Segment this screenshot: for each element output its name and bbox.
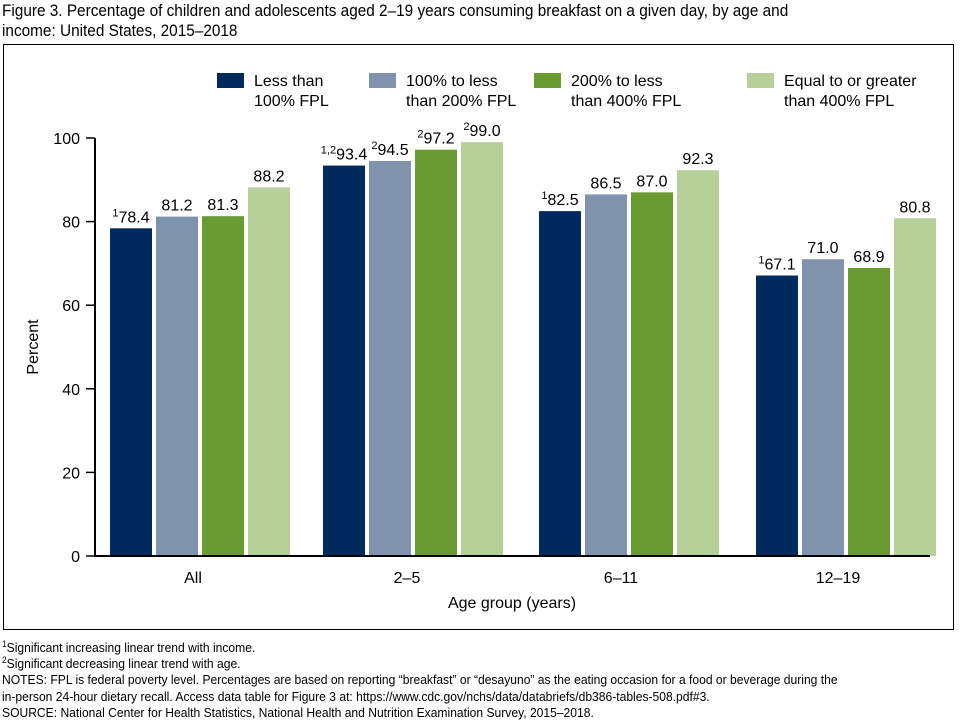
data-label: 92.3: [682, 151, 713, 168]
data-label-value: 67.1: [764, 257, 795, 274]
bars-layer: [110, 142, 936, 557]
data-label: 71.0: [807, 240, 838, 257]
x-axis-label: Age group (years): [448, 595, 576, 612]
x-tick-label: 12–19: [816, 570, 861, 587]
legend-item: Less than 100% FPL: [217, 73, 329, 110]
footnote-1: 1Significant increasing linear trend wit…: [2, 640, 932, 656]
data-label-superscript: 2: [463, 121, 469, 133]
legend-swatch: [747, 73, 774, 88]
bar: [323, 165, 365, 556]
y-tick-label: 100: [53, 131, 80, 148]
data-label: 297.2: [417, 129, 454, 148]
bar: [156, 216, 198, 557]
bar: [461, 142, 503, 556]
y-tick-label: 80: [62, 215, 80, 232]
bar: [110, 228, 152, 556]
chart-frame: [3, 44, 954, 630]
bar: [848, 267, 890, 556]
bar: [202, 216, 244, 556]
data-label: 299.0: [463, 121, 500, 140]
data-label-superscript: 2: [371, 140, 377, 152]
legend-label-line-2: than 400% FPL: [784, 93, 894, 110]
legend-label-line-1: 200% to less: [571, 73, 663, 90]
bar: [415, 149, 457, 557]
legend-label-line-2: 100% FPL: [254, 93, 329, 110]
legend-label-line-2: than 400% FPL: [571, 93, 681, 110]
data-label-superscript: 1: [541, 190, 547, 202]
data-label: 80.8: [899, 199, 930, 216]
footnote-2-marker: 2: [2, 655, 7, 666]
bar: [369, 160, 411, 557]
data-label-value: 99.0: [469, 123, 500, 140]
footnotes: 1Significant increasing linear trend wit…: [2, 640, 932, 721]
x-tick-label: 2–5: [394, 570, 421, 587]
legend-item: 200% to less than 400% FPL: [534, 73, 681, 110]
data-label: 81.2: [161, 198, 192, 215]
y-tick-label: 0: [71, 549, 80, 566]
data-label: 294.5: [371, 140, 408, 159]
data-label: 68.9: [853, 249, 884, 266]
bar: [585, 194, 627, 556]
legend-swatch: [217, 73, 244, 88]
data-label-value: 94.5: [377, 142, 408, 159]
x-tick-label: All: [184, 570, 202, 587]
notes-line-2: in-person 24-hour dietary recall. Access…: [2, 688, 710, 704]
bar: [677, 170, 719, 556]
legend-swatch: [369, 73, 396, 88]
footnote-2: 2Significant decreasing linear trend wit…: [2, 656, 932, 672]
bar: [631, 192, 673, 556]
bar: [248, 187, 290, 556]
figure-title-line-1: Figure 3. Percentage of children and ado…: [2, 2, 789, 20]
data-label-value: 78.4: [118, 209, 149, 226]
data-label: 182.5: [541, 190, 578, 209]
data-label: 178.4: [112, 207, 149, 226]
data-label: 167.1: [758, 255, 795, 274]
figure-title: Figure 3. Percentage of children and ado…: [2, 1, 886, 41]
y-tick-label: 20: [62, 465, 80, 482]
y-tick-label: 40: [62, 382, 80, 399]
data-label: 81.3: [207, 197, 238, 214]
legend-swatch: [534, 73, 561, 88]
footnote-1-text: Significant increasing linear trend with…: [6, 640, 256, 655]
x-tick-label: 6–11: [604, 570, 639, 587]
legend-label-line-1: Equal to or greater: [784, 73, 917, 90]
y-tick-label: 60: [62, 298, 80, 315]
data-label-superscript: 1: [758, 255, 764, 267]
footnote-2-text: Significant decreasing linear trend with…: [6, 656, 241, 672]
bar: [539, 211, 581, 556]
data-label: 1,293.4: [321, 145, 368, 164]
data-label-value: 82.5: [547, 192, 578, 209]
bar: [894, 218, 936, 557]
notes-line-1: NOTES: FPL is federal poverty level. Per…: [2, 672, 838, 688]
data-label-superscript: 1,2: [321, 145, 336, 157]
data-labels-layer: 178.41,293.4182.5167.181.2294.586.571.08…: [112, 121, 930, 273]
legend-label-line-2: than 200% FPL: [406, 93, 516, 110]
source-line: SOURCE: National Center for Health Stati…: [2, 704, 594, 720]
y-axis-label: Percent: [25, 319, 42, 375]
legend-label-line-1: Less than: [254, 73, 323, 90]
bar: [756, 275, 798, 556]
data-label-value: 97.2: [423, 131, 454, 148]
data-label: 86.5: [590, 175, 621, 192]
footnote-1-marker: 1: [2, 639, 7, 649]
data-label: 88.2: [253, 168, 284, 185]
figure-title-line-2: income: United States, 2015–2018: [2, 22, 238, 40]
data-label-superscript: 2: [417, 129, 423, 141]
data-label: 87.0: [636, 173, 667, 190]
legend-item: Equal to or greater than 400% FPL: [747, 73, 917, 110]
legend-label-line-1: 100% to less: [406, 73, 498, 90]
bar: [802, 259, 844, 556]
legend: Less than 100% FPL 100% to less than 200% F…: [217, 73, 917, 110]
legend-item: 100% to less than 200% FPL: [369, 73, 516, 110]
data-label-value: 93.4: [336, 147, 367, 164]
axes-layer: 0 20 40 60 80 100 Percent All 2–5 6–11 12–19 Age gr…: [25, 131, 930, 612]
data-label-superscript: 1: [112, 207, 118, 219]
